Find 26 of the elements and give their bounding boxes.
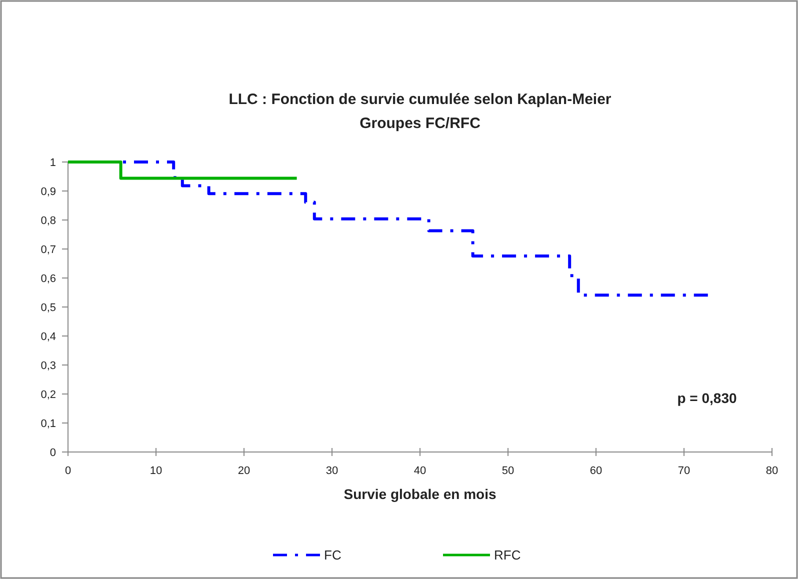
- x-tick-label: 10: [150, 465, 162, 477]
- y-tick-label: 1: [50, 156, 56, 169]
- y-tick-label: 0,7: [40, 244, 56, 256]
- y-tick-label: 0: [50, 446, 56, 459]
- chart-subtitle: Groupes FC/RFC: [360, 115, 481, 132]
- x-tick-label: 0: [64, 465, 72, 477]
- y-tick-label: 0,5: [40, 302, 56, 314]
- y-tick-label: 0,2: [40, 388, 56, 401]
- x-tick-label: 80: [766, 465, 778, 477]
- y-tick-label: 0,1: [40, 418, 56, 430]
- chart-title: LLC : Fonction de survie cumulée selon Kaplan-Meier: [228, 91, 612, 108]
- x-tick-label: 30: [326, 465, 338, 477]
- legend-label: FC: [324, 548, 342, 563]
- x-tick-label: 40: [414, 465, 426, 477]
- y-tick-label: 0,6: [40, 272, 56, 285]
- y-tick-label: 0,3: [40, 360, 56, 372]
- x-tick-label: 60: [590, 465, 602, 477]
- annotation: p = 0,830: [677, 390, 737, 406]
- x-tick-label: 50: [502, 465, 514, 477]
- legend-label: RFC: [494, 548, 521, 563]
- y-tick-label: 0,9: [40, 186, 56, 198]
- y-tick-label: 0,4: [40, 330, 56, 343]
- x-axis-title: Survie globale en mois: [344, 486, 496, 502]
- x-tick-label: 70: [678, 465, 690, 477]
- x-tick-label: 20: [238, 465, 250, 477]
- y-tick-label: 0,8: [40, 214, 56, 227]
